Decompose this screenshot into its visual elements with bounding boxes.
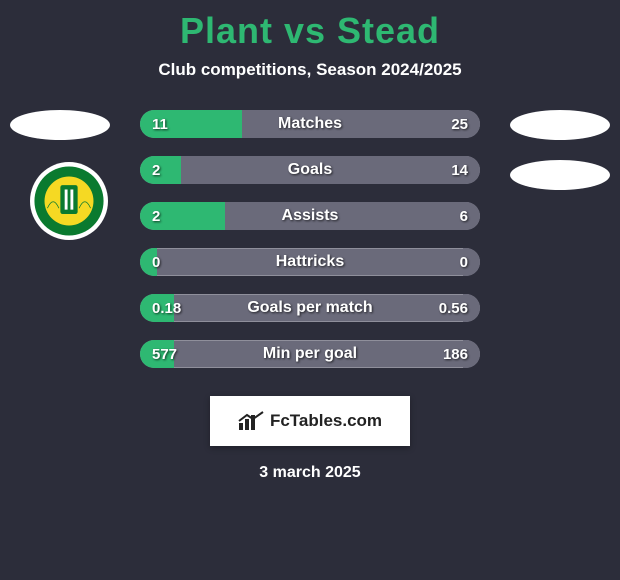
comparison-title: Plant vs Stead <box>0 0 620 52</box>
stat-label: Matches <box>140 110 480 138</box>
stat-row: Hattricks0 0 <box>140 248 480 276</box>
infographic-container: Plant vs Stead Club competitions, Season… <box>0 0 620 580</box>
stat-value-left: 0 <box>140 248 172 276</box>
stat-label: Hattricks <box>140 248 480 276</box>
player-right-badge <box>510 110 610 140</box>
stat-row: Goals2 14 <box>140 156 480 184</box>
date: 3 march 2025 <box>0 464 620 482</box>
stats-area: Matches1125Goals214Assists26Hattricks00G… <box>0 110 620 368</box>
subtitle: Club competitions, Season 2024/2025 <box>0 60 620 80</box>
stat-value-left: 577 <box>140 340 189 368</box>
stat-value-left: 2 <box>140 202 172 230</box>
stat-value-right: 6 <box>448 202 480 230</box>
club-badge <box>30 162 108 240</box>
stat-value-right: 14 <box>439 156 480 184</box>
chart-icon <box>238 411 264 431</box>
footer-brand-badge: FcTables.com <box>210 396 410 446</box>
player-right-badge-2 <box>510 160 610 190</box>
stat-bars: Matches1125Goals214Assists26Hattricks00G… <box>140 110 480 368</box>
stat-row: Assists2 6 <box>140 202 480 230</box>
stat-value-left: 11 <box>140 110 180 138</box>
stat-row: Goals per match0.180.56 <box>140 294 480 322</box>
club-crest-icon <box>33 165 105 237</box>
stat-value-right: 0 <box>448 248 480 276</box>
stat-row: Matches11 25 <box>140 110 480 138</box>
stat-value-right: 25 <box>439 110 480 138</box>
footer-brand-text: FcTables.com <box>270 411 382 431</box>
stat-label: Goals <box>140 156 480 184</box>
stat-row: Min per goal577 186 <box>140 340 480 368</box>
stat-value-left: 2 <box>140 156 172 184</box>
stat-label: Min per goal <box>140 340 480 368</box>
stat-value-left: 0.18 <box>140 294 193 322</box>
stat-value-right: 186 <box>431 340 480 368</box>
player-left-badge <box>10 110 110 140</box>
stat-label: Assists <box>140 202 480 230</box>
stat-value-right: 0.56 <box>427 294 480 322</box>
